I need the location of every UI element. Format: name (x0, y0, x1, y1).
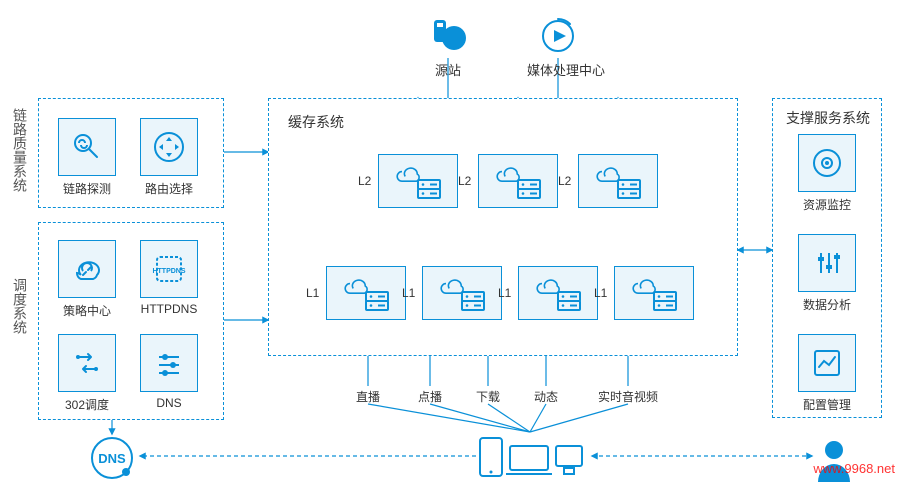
cache-title: 缓存系统 (288, 112, 344, 132)
cache-l2-label-2: L2 (558, 174, 571, 188)
support-label-monitor: 资源监控 (787, 196, 867, 213)
scheduling-cell-policy (58, 240, 116, 298)
origin-label: 源站 (424, 60, 472, 79)
cache-l2-node-2 (578, 154, 658, 208)
devices-icon (478, 432, 588, 487)
support-title: 支撑服务系统 (786, 108, 870, 128)
cache-l1-node-0 (326, 266, 406, 320)
scheduling-cell-httpdns (140, 240, 198, 298)
cache-l2-label-1: L2 (458, 174, 471, 188)
support-cell-config (798, 334, 856, 392)
scheduling-label-302: 302调度 (47, 396, 127, 413)
origin-icon (426, 14, 470, 63)
link-quality-title: 链路质量系统 (10, 108, 30, 192)
scheduling-cell-dns (140, 334, 198, 392)
scheduling-label-dns: DNS (129, 396, 209, 410)
scheduling-cell-302 (58, 334, 116, 392)
cache-l1-label-2: L1 (498, 286, 511, 300)
support-cell-analytics (798, 234, 856, 292)
watermark: www.9968.net (813, 461, 895, 476)
service-label-1: 点播 (418, 388, 442, 405)
support-label-config: 配置管理 (787, 396, 867, 413)
cache-l1-label-3: L1 (594, 286, 607, 300)
cache-l1-node-3 (614, 266, 694, 320)
service-label-0: 直播 (356, 388, 380, 405)
link-quality-label-route: 路由选择 (129, 180, 209, 197)
support-cell-monitor (798, 134, 856, 192)
scheduling-label-httpdns: HTTPDNS (129, 302, 209, 316)
scheduling-title: 调度系统 (10, 278, 30, 334)
cache-l2-label-0: L2 (358, 174, 371, 188)
support-label-analytics: 数据分析 (787, 296, 867, 313)
cache-l1-node-1 (422, 266, 502, 320)
media-center-icon (536, 14, 580, 63)
cache-l2-node-1 (478, 154, 558, 208)
service-label-3: 动态 (534, 388, 558, 405)
cache-l2-node-0 (378, 154, 458, 208)
link-quality-label-probe: 链路探测 (47, 180, 127, 197)
service-label-2: 下载 (476, 388, 500, 405)
link-quality-cell-route (140, 118, 198, 176)
dns-badge-text: DNS (98, 451, 126, 466)
scheduling-label-policy: 策略中心 (47, 302, 127, 319)
link-quality-cell-probe (58, 118, 116, 176)
dns-badge: DNS (88, 434, 136, 487)
cache-l1-label-1: L1 (402, 286, 415, 300)
cache-l1-label-0: L1 (306, 286, 319, 300)
cache-l1-node-2 (518, 266, 598, 320)
media-center-label: 媒体处理中心 (516, 60, 616, 79)
service-label-4: 实时音视频 (598, 388, 658, 405)
